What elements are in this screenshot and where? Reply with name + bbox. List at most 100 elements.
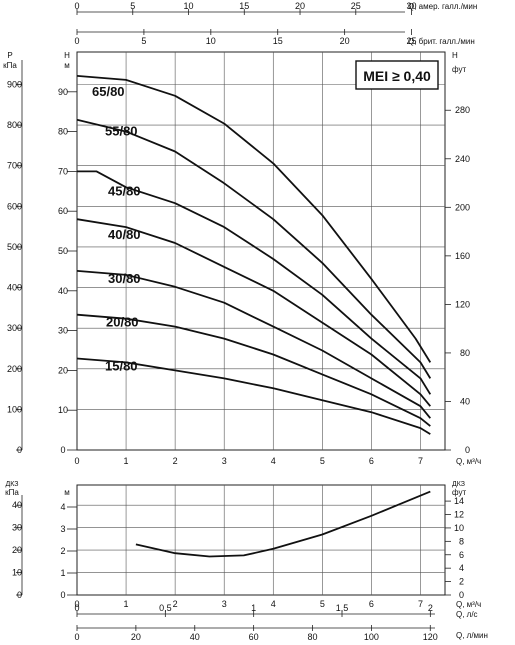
q-axis-label: Q, м³/ч <box>456 457 481 466</box>
pump-curve-65-80 <box>76 75 432 363</box>
meter-tick-label: 70 <box>58 166 68 176</box>
npsh-q-tick-label: 0 <box>74 599 79 609</box>
top-flow-tick-label: 5 <box>130 1 135 11</box>
npsh-meter-tick-label: 4 <box>60 502 65 512</box>
feet-tick-label: 200 <box>455 202 470 212</box>
kpa-tick-label: 500 <box>7 242 22 252</box>
meter-tick-label: 80 <box>58 127 68 137</box>
npsh-feet-tick-label: 10 <box>454 523 464 533</box>
pump-curve-40-80 <box>76 218 431 407</box>
q-axis-tick-label: 7 <box>418 456 423 466</box>
npsh-feet-tick-label: 6 <box>459 550 464 560</box>
bottom-flow-axis-label: Q, л/с <box>456 610 478 619</box>
feet-tick-label: 240 <box>455 154 470 164</box>
npsh-q-tick-label: 3 <box>222 599 227 609</box>
kpa-tick-label: 0 <box>17 445 22 455</box>
q-axis-tick-label: 2 <box>173 456 178 466</box>
npsh-meter-tick-label: 1 <box>60 568 65 578</box>
npsh-feet-tick-label: 12 <box>454 510 464 520</box>
bottom-flow-tick-label: 60 <box>249 632 259 642</box>
kpa-tick-label: 400 <box>7 283 22 293</box>
npsh-feet-tick-label: 2 <box>459 577 464 587</box>
npsh-feet-axis-label: ДКЗ <box>452 481 465 488</box>
pump-curve-label: 20/80 <box>106 315 139 330</box>
top-flow-tick-label: 20 <box>295 1 305 11</box>
npsh-kpa-axis-unit: кПа <box>5 488 19 497</box>
top-flow-tick-label: 0 <box>74 36 79 46</box>
bottom-flow-tick-label: 0 <box>74 603 79 613</box>
top-flow-tick-label: 5 <box>141 36 146 46</box>
pump-curve-label: 30/80 <box>108 271 141 286</box>
feet-tick-label: 0 <box>465 445 470 455</box>
meter-tick-label: 10 <box>58 405 68 415</box>
top-flow-tick-label: 15 <box>239 1 249 11</box>
bottom-flow-tick-label: 20 <box>131 632 141 642</box>
top-flow-tick-label: 25 <box>407 36 417 46</box>
q-axis-tick-label: 5 <box>320 456 325 466</box>
meter-tick-label: 40 <box>58 286 68 296</box>
pump-curve-20-80 <box>76 313 431 427</box>
feet-axis-label: H <box>452 51 458 60</box>
kpa-tick-label: 200 <box>7 364 22 374</box>
top-flow-axis-label: Q, амер. галл./мин <box>408 2 477 11</box>
kpa-tick-label: 100 <box>7 404 22 414</box>
feet-tick-label: 80 <box>460 348 470 358</box>
q-axis-tick-label: 3 <box>222 456 227 466</box>
pump-curve-label: 55/80 <box>105 124 138 139</box>
npsh-q-tick-label: 4 <box>271 599 276 609</box>
bottom-flow-tick-label: 0,5 <box>159 603 172 613</box>
top-flow-axis-label: Q, брит. галл./мин <box>408 37 475 46</box>
feet-tick-label: 120 <box>455 299 470 309</box>
bottom-flow-axis-label: Q, л/мин <box>456 631 488 640</box>
pump-curve-45-80 <box>77 170 432 395</box>
npsh-feet-axis-unit: фут <box>452 488 466 497</box>
npsh-meter-tick-label: 0 <box>60 590 65 600</box>
bottom-flow-tick-label: 40 <box>190 632 200 642</box>
meter-axis-unit: м <box>64 61 70 70</box>
npsh-q-tick-label: 6 <box>369 599 374 609</box>
bottom-flow-tick-label: 80 <box>308 632 318 642</box>
kpa-tick-label: 300 <box>7 323 22 333</box>
mei-badge-box <box>355 60 439 90</box>
pump-curve-label: 45/80 <box>108 183 141 198</box>
npsh-q-tick-label: 5 <box>320 599 325 609</box>
kpa-tick-label: 900 <box>7 79 22 89</box>
feet-axis-unit: фут <box>452 65 466 74</box>
bottom-flow-tick-label: 1 <box>251 603 256 613</box>
q-axis-tick-label: 0 <box>74 456 79 466</box>
npsh-kpa-axis-label: ДКЗ <box>6 481 19 488</box>
pump-curve-15-80 <box>76 357 431 435</box>
npsh-q-tick-label: 7 <box>418 599 423 609</box>
meter-tick-label: 60 <box>58 206 68 216</box>
top-flow-tick-label: 20 <box>340 36 350 46</box>
npsh-kpa-tick-label: 0 <box>17 590 22 600</box>
meter-tick-label: 20 <box>58 365 68 375</box>
npsh-meter-axis-unit: м <box>64 488 70 497</box>
top-flow-tick-label: 25 <box>351 1 361 11</box>
feet-tick-label: 280 <box>455 105 470 115</box>
kpa-tick-label: 700 <box>7 161 22 171</box>
pump-curve-30-80 <box>76 270 431 419</box>
q-axis-tick-label: 1 <box>124 456 129 466</box>
npsh-kpa-tick-label: 20 <box>12 545 22 555</box>
top-flow-tick-label: 30 <box>407 1 417 11</box>
npsh-kpa-tick-label: 10 <box>12 568 22 578</box>
kpa-tick-label: 600 <box>7 201 22 211</box>
bottom-flow-tick-label: 2 <box>428 603 433 613</box>
meter-tick-label: 50 <box>58 246 68 256</box>
bottom-flow-tick-label: 1,5 <box>336 603 349 613</box>
bottom-flow-tick-label: 120 <box>423 632 438 642</box>
npsh-q-axis-label: Q, м³/ч <box>456 600 481 609</box>
bottom-flow-tick-label: 0 <box>74 632 79 642</box>
npsh-q-tick-label: 2 <box>173 599 178 609</box>
meter-tick-label: 0 <box>60 445 65 455</box>
bottom-flow-tick-label: 100 <box>364 632 379 642</box>
top-flow-tick-label: 10 <box>184 1 194 11</box>
feet-tick-label: 40 <box>460 396 470 406</box>
npsh-feet-tick-label: 4 <box>459 563 464 573</box>
npsh-feet-tick-label: 14 <box>454 496 464 506</box>
q-axis-tick-label: 6 <box>369 456 374 466</box>
feet-tick-label: 160 <box>455 251 470 261</box>
pump-curve-label: 15/80 <box>105 358 138 373</box>
